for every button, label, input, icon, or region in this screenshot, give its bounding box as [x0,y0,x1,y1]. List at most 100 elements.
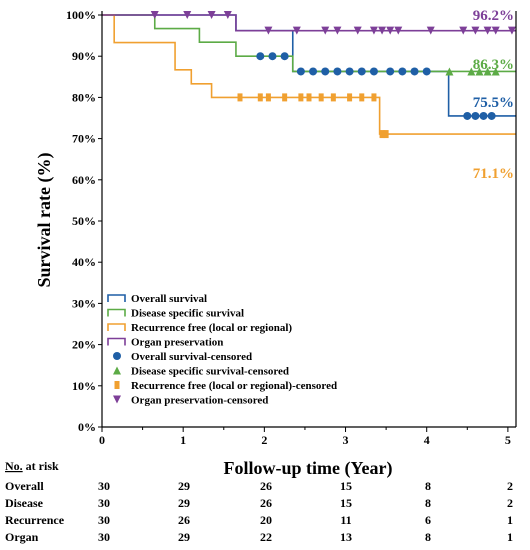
risk-cell: 11 [340,513,351,527]
risk-cell: 8 [425,479,431,493]
censor-mark [410,67,419,76]
y-tick-label: 40% [72,255,96,269]
y-tick-label: 60% [72,173,96,187]
censor-mark [426,26,435,35]
x-tick-label: 0 [99,433,105,447]
censor-mark [268,52,277,61]
censor-mark [321,26,330,35]
risk-cell: 22 [260,530,272,544]
legend: Overall survival Disease specific surviva… [107,293,337,407]
censor-mark [265,93,271,102]
risk-cell: 26 [260,479,272,493]
risk-cell: 30 [98,530,110,544]
y-tick-label: 100% [66,8,96,22]
risk-cell: 26 [178,513,190,527]
legend-marker-swatch [113,352,121,360]
risk-cell: 15 [340,496,352,510]
y-tick-label: 50% [72,214,96,228]
legend-item-label: Disease specific survival-censored [131,366,289,378]
censor-mark [445,67,454,76]
x-tick-label: 5 [505,433,511,447]
risk-cell: 2 [507,479,513,493]
censor-mark [398,67,407,76]
censor-mark [383,130,389,139]
x-tick-label: 2 [261,433,267,447]
censor-mark [347,93,353,102]
censor-mark [309,67,318,76]
censor-mark [292,26,301,35]
legend-item-label: Organ preservation [131,337,223,349]
risk-cell: 1 [507,513,513,527]
risk-cell: 29 [178,496,190,510]
censor-mark [491,67,500,76]
censor-mark [463,111,472,120]
series-line [102,14,516,73]
risk-cell: 30 [98,496,110,510]
censor-mark [207,11,216,19]
risk-cell: 30 [98,513,110,527]
censor-mark [422,67,431,76]
risk-header-no: No. [5,459,23,473]
x-tick-label: 1 [180,433,186,447]
censor-mark [183,11,192,19]
risk-cell: 30 [98,479,110,493]
x-axis-title: Follow-up time (Year) [224,458,393,479]
risk-cell: 29 [178,530,190,544]
y-tick-label: 80% [72,90,96,104]
censor-mark [475,67,484,76]
censor-mark [359,93,365,102]
censor-mark [330,93,336,102]
censor-mark [353,26,362,35]
x-tick-label: 4 [424,433,430,447]
censor-mark [386,26,395,35]
censor-mark [369,26,378,35]
risk-cell: 6 [425,513,431,527]
censor-mark [321,67,330,76]
censor-mark [483,67,492,76]
censor-mark [379,130,385,139]
risk-row-label: Disease [5,496,44,510]
legend-line-swatch [107,337,126,346]
censor-mark [471,26,480,35]
risk-cell: 13 [340,530,352,544]
legend-line-swatch [107,308,126,317]
censor-mark [256,52,265,61]
censor-mark [487,111,496,120]
risk-row-label: Organ [5,530,39,544]
censor-mark [507,26,516,35]
censor-mark [257,93,263,102]
censor-mark [357,67,366,76]
risk-cell: 1 [507,530,513,544]
censor-mark [282,93,288,102]
legend-item-label: Overall survival [131,293,207,305]
legend-line-swatch [107,294,126,302]
endpoint-label: 75.5% [473,95,514,111]
y-tick-label: 20% [72,338,96,352]
legend-item-label: Recurrence free (local or regional) [131,322,292,334]
legend-line-swatch [107,323,126,331]
censor-mark [483,26,492,35]
endpoint-label: 86.3% [473,57,514,73]
legend-item-label: Recurrence free (local or regional)-cens… [131,380,337,392]
censor-mark [264,26,273,35]
y-tick-label: 10% [72,379,96,393]
legend-item-label: Organ preservation-censored [131,395,268,407]
censor-mark [394,26,403,35]
censor-markers [150,11,516,139]
endpoint-label: 96.2% [473,8,514,24]
risk-table-header: No. at risk [5,459,59,473]
y-tick-label: 0% [78,420,96,434]
risk-cell: 26 [260,496,272,510]
censor-mark [345,67,354,76]
risk-cell: 8 [425,530,431,544]
risk-header-rest: at risk [23,459,59,473]
censor-mark [491,26,500,35]
y-tick-label: 70% [72,132,96,146]
censor-mark [467,67,476,76]
legend-marker-swatch [113,366,121,375]
y-tick-label: 90% [72,49,96,63]
x-tick-label: 3 [343,433,349,447]
series-line [102,14,516,135]
